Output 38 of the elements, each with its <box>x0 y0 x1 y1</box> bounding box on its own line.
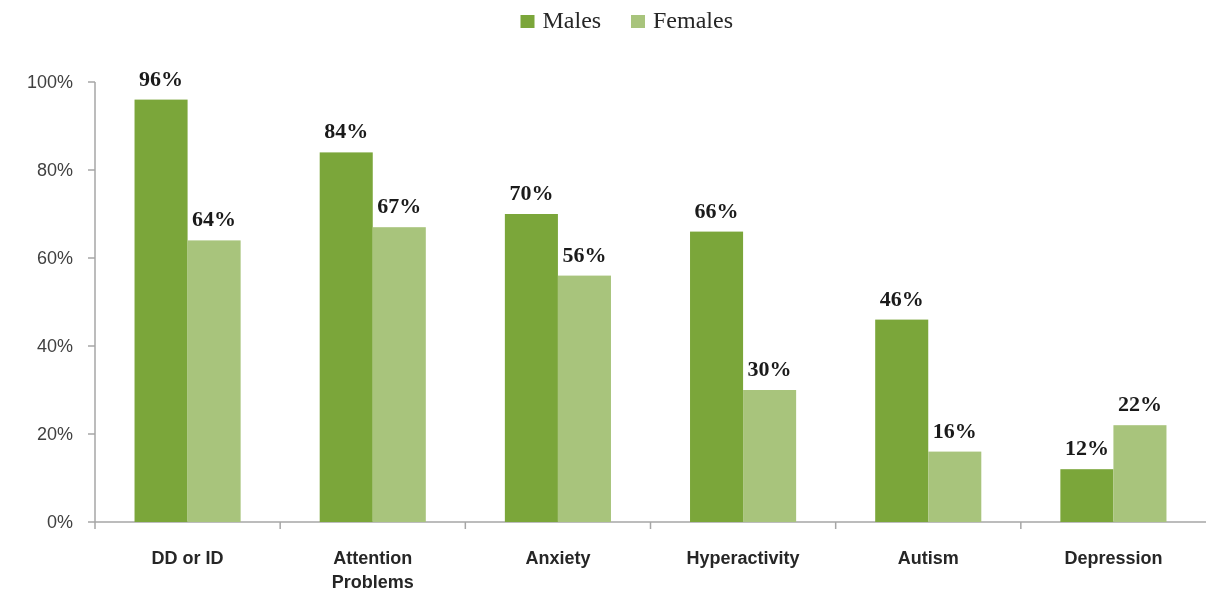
y-tick-label: 80% <box>36 160 73 181</box>
data-label: 84% <box>324 118 369 144</box>
bar <box>690 231 744 522</box>
bar <box>1060 469 1114 522</box>
y-tick-label: 0% <box>46 512 73 533</box>
bar <box>743 390 797 522</box>
y-tick-label: 60% <box>36 248 73 269</box>
x-tick-label: Autism <box>897 548 959 568</box>
data-label: 67% <box>377 193 422 219</box>
bar <box>928 451 982 522</box>
data-label: 66% <box>694 197 739 223</box>
x-tick-label: Anxiety <box>525 548 591 568</box>
bar <box>372 227 426 522</box>
data-label: 56% <box>562 241 607 267</box>
bar <box>557 275 611 522</box>
data-label: 16% <box>932 417 977 443</box>
bar <box>1113 425 1167 522</box>
bar <box>504 214 558 522</box>
data-label: 64% <box>192 206 237 232</box>
bar <box>134 99 188 522</box>
y-tick-label: 20% <box>36 424 73 445</box>
data-label: 46% <box>879 285 924 311</box>
data-label: 22% <box>1117 391 1162 417</box>
x-tick-label: Depression <box>1064 548 1163 568</box>
bar <box>187 240 241 522</box>
y-tick-label: 100% <box>26 72 73 93</box>
data-label: 12% <box>1064 435 1109 461</box>
bar <box>319 152 373 522</box>
data-label: 30% <box>747 356 792 381</box>
legend-label: Males <box>542 7 602 33</box>
y-tick-label: 40% <box>36 336 73 357</box>
x-tick-label: DD or ID <box>151 548 224 568</box>
x-tick-label: Attention Problems <box>331 548 414 592</box>
legend-label: Females <box>653 7 733 33</box>
bar <box>875 319 929 522</box>
x-tick-label: Hyperactivity <box>686 548 800 568</box>
data-label: 70% <box>509 180 554 205</box>
data-label: 96% <box>139 65 184 91</box>
